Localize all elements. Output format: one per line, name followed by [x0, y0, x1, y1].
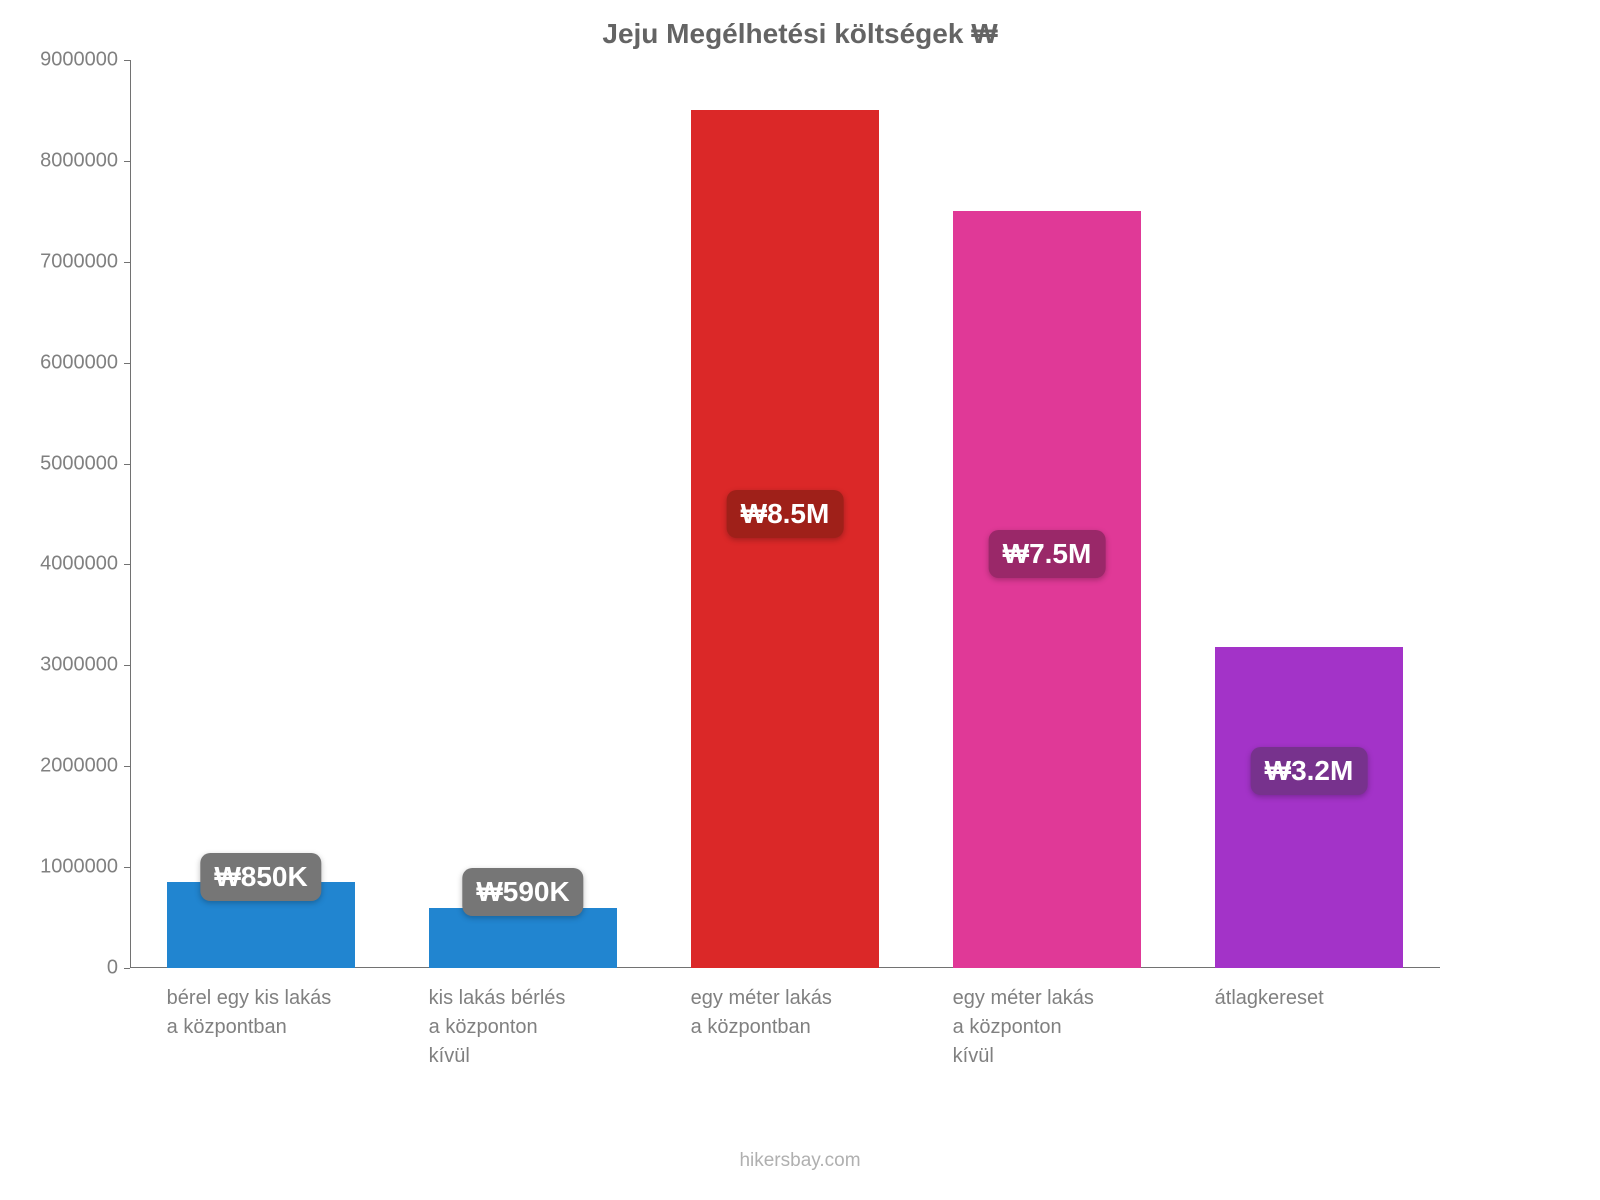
bar [429, 908, 618, 968]
chart-title: Jeju Megélhetési költségek ₩ [0, 18, 1600, 50]
y-axis [130, 60, 131, 968]
value-badge: ₩590K [462, 868, 583, 916]
ytick-label: 8000000 [40, 149, 130, 172]
x-category-label: egy méter lakás a központban [691, 984, 880, 1042]
x-category-label: kis lakás bérlés a központon kívül [429, 984, 618, 1071]
value-badge: ₩3.2M [1251, 747, 1368, 795]
ytick-label: 1000000 [40, 856, 130, 879]
value-badge: ₩7.5M [989, 530, 1106, 578]
plot-area: 0100000020000003000000400000050000006000… [130, 60, 1440, 968]
ytick-label: 7000000 [40, 250, 130, 273]
bar [953, 211, 1142, 968]
ytick-label: 9000000 [40, 49, 130, 72]
value-badge: ₩850K [200, 853, 321, 901]
ytick-label: 2000000 [40, 755, 130, 778]
ytick-label: 6000000 [40, 351, 130, 374]
bar [1215, 647, 1404, 968]
value-badge: ₩8.5M [727, 490, 844, 538]
ytick-label: 5000000 [40, 452, 130, 475]
ytick-label: 0 [107, 957, 130, 980]
x-category-label: átlagkereset [1215, 984, 1404, 1013]
x-category-label: egy méter lakás a központon kívül [953, 984, 1142, 1071]
ytick-label: 3000000 [40, 654, 130, 677]
x-category-label: bérel egy kis lakás a központban [167, 984, 356, 1042]
chart-container: Jeju Megélhetési költségek ₩ 01000000200… [0, 0, 1600, 1200]
ytick-label: 4000000 [40, 553, 130, 576]
footer-credit: hikersbay.com [0, 1150, 1600, 1172]
bar [691, 110, 880, 968]
